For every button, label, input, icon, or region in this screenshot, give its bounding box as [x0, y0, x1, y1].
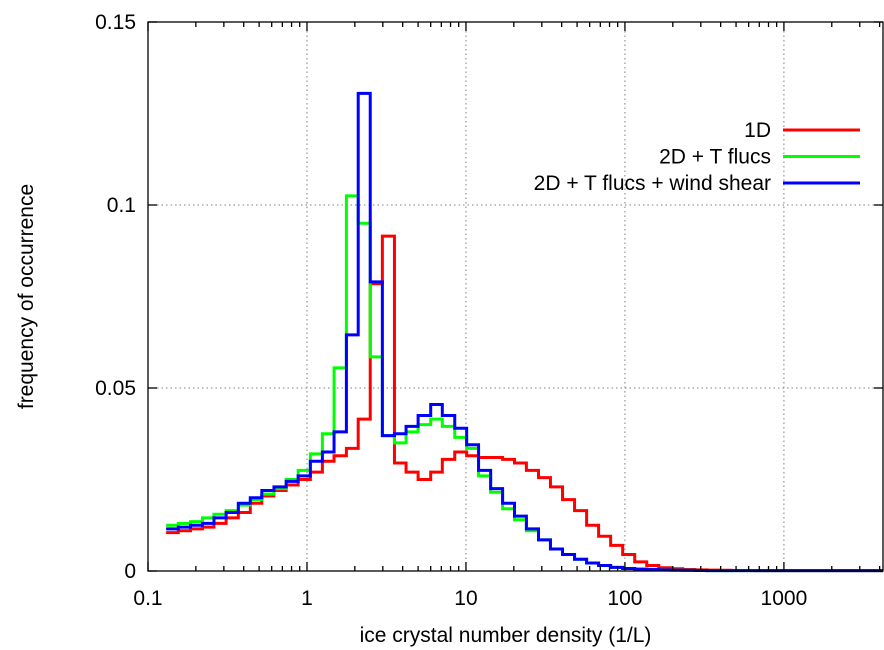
plot-series	[166, 91, 883, 573]
y-axis-label: frequency of occurrence	[15, 184, 38, 409]
axis-ticks: 0.1 1 10 100 1000 0 0.05 0.1 0.15	[95, 11, 883, 610]
legend-label: 2D + T flucs	[659, 146, 771, 169]
x-tick-label: 10	[454, 587, 477, 610]
series-line-2	[166, 194, 883, 573]
plot-frame	[147, 21, 884, 572]
x-tick-label: 1	[301, 587, 313, 610]
x-tick-label: 0.1	[133, 587, 162, 610]
y-tick-label: 0.05	[95, 377, 136, 400]
x-tick-label: 1000	[761, 587, 808, 610]
x-axis-label: ice crystal number density (1/L)	[360, 624, 652, 647]
y-tick-label: 0.15	[95, 11, 136, 34]
x-tick-label: 100	[607, 587, 642, 610]
series-line-3	[166, 91, 883, 573]
y-tick-label: 0	[124, 560, 136, 583]
legend-label: 2D + T flucs + wind shear	[534, 172, 771, 195]
legend: 1D 2D + T flucs 2D + T flucs + wind shear	[534, 119, 860, 195]
y-tick-label: 0.1	[107, 194, 136, 217]
grid-lines	[148, 22, 883, 571]
legend-label: 1D	[744, 119, 771, 142]
